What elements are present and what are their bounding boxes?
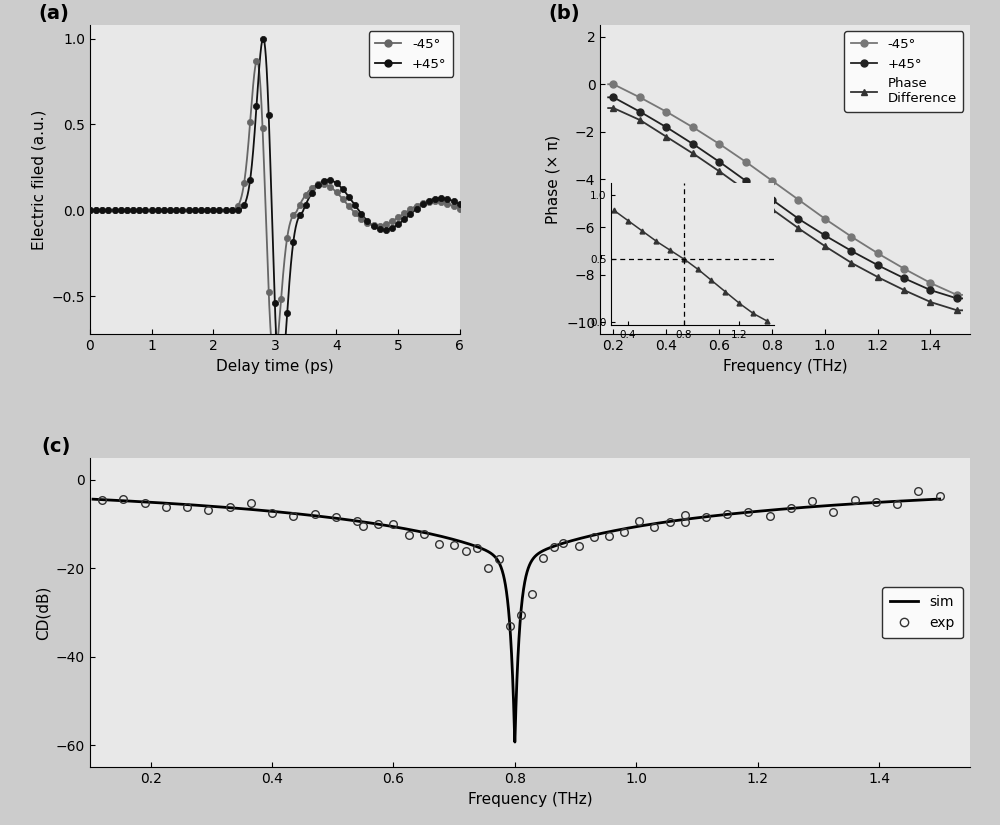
sim bbox=[719, 510, 731, 520]
exp bbox=[387, 519, 399, 529]
Legend: -45°, +45°: -45°, +45° bbox=[369, 31, 453, 78]
exp bbox=[96, 495, 108, 505]
exp bbox=[330, 512, 342, 521]
exp bbox=[679, 511, 691, 521]
sim bbox=[934, 494, 946, 504]
sim bbox=[509, 737, 521, 747]
exp bbox=[403, 530, 415, 540]
exp bbox=[633, 516, 645, 526]
Legend: sim, exp: sim, exp bbox=[882, 587, 963, 639]
X-axis label: Delay time (ps): Delay time (ps) bbox=[216, 359, 334, 374]
sim bbox=[87, 494, 99, 504]
Text: (b): (b) bbox=[548, 3, 580, 22]
sim bbox=[783, 503, 795, 513]
Y-axis label: Phase (× π): Phase (× π) bbox=[546, 134, 561, 224]
sim bbox=[595, 529, 607, 539]
sim bbox=[411, 526, 423, 536]
Line: exp: exp bbox=[98, 488, 943, 629]
Y-axis label: Electric filed (a.u.): Electric filed (a.u.) bbox=[31, 109, 46, 250]
Line: sim: sim bbox=[93, 499, 940, 742]
exp bbox=[504, 620, 516, 630]
exp bbox=[934, 491, 946, 501]
sim bbox=[638, 521, 650, 530]
X-axis label: Frequency (THz): Frequency (THz) bbox=[723, 359, 847, 374]
Text: (a): (a) bbox=[38, 3, 69, 22]
Legend: -45°, +45°, Phase
Difference: -45°, +45°, Phase Difference bbox=[844, 31, 963, 111]
Text: (c): (c) bbox=[42, 436, 71, 455]
sim bbox=[241, 504, 253, 514]
Y-axis label: CD(dB): CD(dB) bbox=[35, 586, 50, 639]
X-axis label: Frequency (THz): Frequency (THz) bbox=[468, 792, 592, 807]
exp bbox=[912, 486, 924, 496]
exp bbox=[891, 499, 903, 509]
